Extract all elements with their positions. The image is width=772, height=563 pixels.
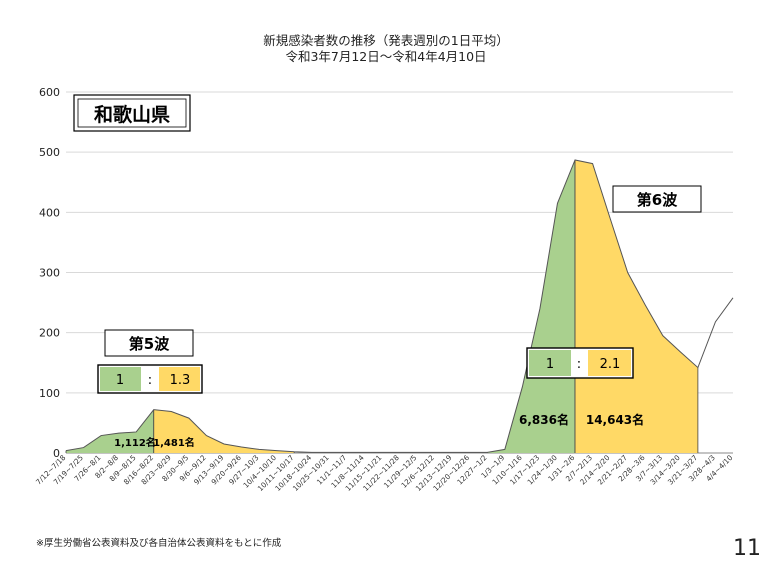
y-tick-label: 300 (39, 267, 60, 280)
wave5-ratio-sep: : (148, 373, 152, 388)
wave5-ratio-right: 1.3 (170, 373, 191, 388)
region-total-label: 6,836名 (519, 412, 569, 427)
wave5-ratio-left: 1 (116, 373, 124, 388)
region-area-3 (575, 159, 698, 453)
page-number: 11 (733, 536, 761, 561)
y-tick-label: 600 (39, 86, 60, 99)
region-total-label: 14,643名 (586, 412, 644, 427)
wave5-label-box: 第5波 (104, 329, 194, 357)
prefecture-label: 和歌山県 (94, 103, 170, 126)
wave6-ratio-right: 2.1 (600, 357, 621, 372)
wave6-ratio-sep: : (577, 357, 581, 372)
wave6-ratio-left: 1 (546, 357, 554, 372)
region-area-1 (153, 409, 295, 453)
y-tick-label: 0 (53, 447, 60, 460)
region-total-label: 1,112名 (114, 436, 156, 449)
footnote: ※厚生労働省公表資料及び各自治体公表資料をもとに作成 (36, 538, 282, 549)
wave6-label-box: 第6波 (612, 185, 702, 213)
chart-title-line1: 新規感染者数の推移（発表週別の1日平均） (263, 33, 509, 48)
wave6-label: 第6波 (637, 191, 678, 209)
y-tick-label: 200 (39, 327, 60, 340)
wave5-ratio-box: 1 : 1.3 (97, 364, 203, 394)
chart-title-line2: 令和3年7月12日～令和4年4月10日 (285, 49, 487, 64)
y-tick-label: 100 (39, 387, 60, 400)
y-tick-label: 500 (39, 146, 60, 159)
region-area-0 (66, 409, 154, 453)
wave6-ratio-box: 1 : 2.1 (526, 347, 634, 379)
series-line (65, 159, 734, 453)
region-area-2 (487, 159, 576, 453)
prefecture-label-box: 和歌山県 (73, 94, 191, 132)
region-total-label: 1,481名 (153, 436, 195, 449)
y-tick-label: 400 (39, 206, 60, 219)
wave5-label: 第5波 (129, 335, 170, 353)
